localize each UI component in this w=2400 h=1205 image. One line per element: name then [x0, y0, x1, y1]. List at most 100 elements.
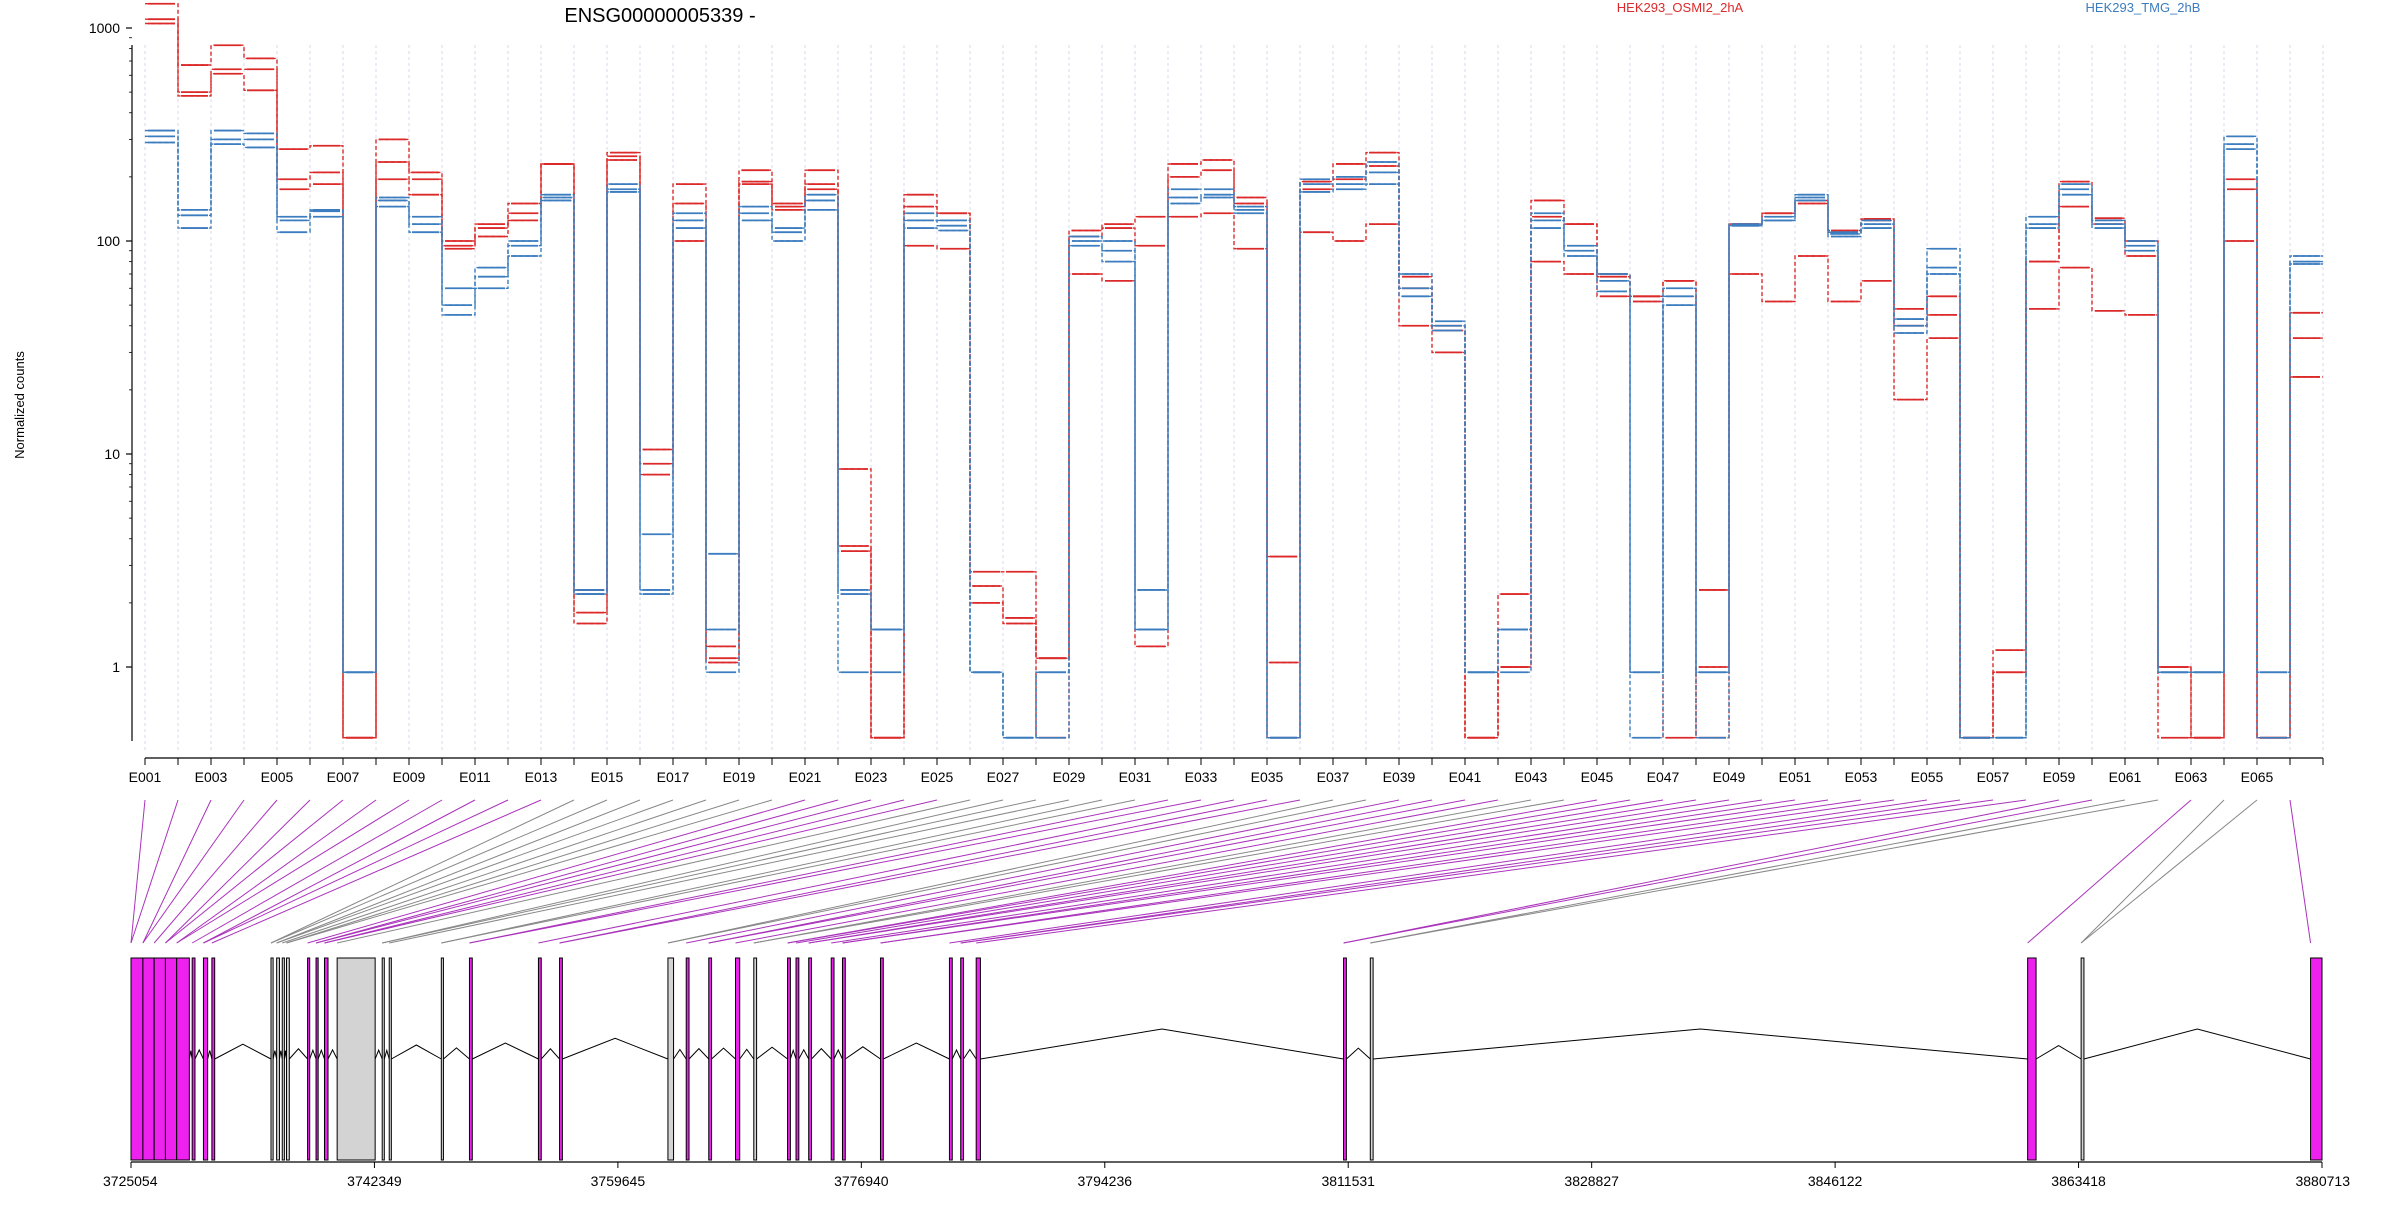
intron-line — [673, 1048, 687, 1060]
genomic-tick-label: 3828827 — [1564, 1173, 1619, 1189]
y-tick-label: 1000 — [89, 20, 120, 36]
exon-connector — [441, 799, 1103, 944]
exon-connector — [270, 799, 575, 944]
intron-line — [214, 1043, 272, 1060]
intron-line — [562, 1037, 669, 1060]
genomic-tick-label: 3811531 — [1321, 1173, 1375, 1189]
exon-block — [153, 957, 166, 1161]
x-tick-label: E005 — [261, 769, 294, 785]
exon-block — [559, 957, 563, 1161]
exon-block — [281, 957, 285, 1161]
x-tick-label: E045 — [1581, 769, 1614, 785]
exon-connector — [211, 799, 542, 944]
exon-connector — [1343, 799, 2060, 944]
exon-connector — [808, 799, 1697, 944]
exon-block — [787, 957, 791, 1161]
genomic-axis: 3725054 3742349 3759645 3776940 3794236 38115… — [103, 1161, 2350, 1189]
exon-connector — [2027, 799, 2192, 944]
exon-connector — [191, 799, 443, 944]
exon-connector — [753, 799, 1565, 944]
exon-block — [2310, 957, 2323, 1161]
intron-line — [272, 1050, 278, 1060]
x-tick-label: E053 — [1845, 769, 1878, 785]
exon-block — [734, 957, 741, 1161]
exon-connector — [667, 799, 1334, 944]
x-tick-label: E049 — [1713, 769, 1746, 785]
exon-connector — [276, 799, 674, 944]
x-tick-label: E057 — [1977, 769, 2010, 785]
exon-connector — [538, 799, 1235, 944]
intron-line — [688, 1047, 710, 1060]
genomic-tick-label: 3759645 — [591, 1173, 646, 1189]
exon-connector — [795, 799, 1664, 944]
x-tick-label: E047 — [1647, 769, 1680, 785]
exon-block — [191, 957, 196, 1161]
y-tick-label: 1 — [112, 659, 120, 675]
exon-connector — [2080, 799, 2258, 944]
exon-block — [130, 957, 144, 1161]
intron-line — [309, 1048, 317, 1060]
x-tick-label: E033 — [1185, 769, 1218, 785]
intron-line — [739, 1048, 755, 1060]
exon-connector — [282, 799, 707, 944]
intron-line — [391, 1044, 442, 1060]
exon-connector — [142, 799, 245, 944]
intron-line — [1373, 1028, 2028, 1060]
exon-connector — [389, 799, 1070, 944]
genomic-tick-label: 3742349 — [347, 1173, 402, 1189]
exon-block — [2080, 957, 2085, 1161]
exon-block — [285, 957, 290, 1161]
intron-line — [374, 1048, 383, 1060]
gene-model — [130, 957, 2323, 1161]
genomic-tick-label: 3846122 — [1808, 1173, 1863, 1189]
x-tick-label: E051 — [1779, 769, 1812, 785]
exon-block — [270, 957, 274, 1161]
exon-connector — [382, 799, 1037, 944]
intron-line — [1346, 1047, 1371, 1060]
exon-connector — [130, 799, 146, 944]
exon-block — [440, 957, 444, 1161]
exon-connector — [286, 799, 773, 944]
intron-line — [2035, 1045, 2082, 1060]
intron-line — [833, 1048, 843, 1060]
exon-block — [164, 957, 178, 1161]
x-tick-label: E003 — [195, 769, 228, 785]
y-tick-label: 100 — [97, 233, 121, 249]
x-tick-label: E059 — [2043, 769, 2076, 785]
exon-connector — [735, 799, 1499, 944]
exon-block — [975, 957, 981, 1161]
x-tick-label: E041 — [1449, 769, 1482, 785]
exon-connector — [165, 799, 344, 944]
exon-connector — [324, 799, 938, 944]
x-tick-label: E031 — [1119, 769, 1152, 785]
intron-line — [207, 1050, 213, 1060]
legend-entry-tmg: HEK293_TMG_2hB — [2086, 0, 2201, 15]
exon-block — [830, 957, 835, 1161]
genomic-tick-label: 3794236 — [1078, 1173, 1133, 1189]
exon-connector — [203, 799, 509, 944]
exon-connector — [1370, 799, 2159, 944]
exon-connector — [753, 799, 1532, 944]
exon-block — [841, 957, 846, 1161]
exon-block — [336, 957, 376, 1161]
exon-connector — [667, 799, 1367, 944]
intron-line — [443, 1047, 470, 1060]
exon-block — [708, 957, 713, 1161]
intron-line — [472, 1042, 539, 1060]
x-tick-label: E021 — [789, 769, 822, 785]
y-axis-label: Normalized counts — [12, 351, 27, 459]
exon-connector — [176, 799, 410, 944]
exon-connector — [270, 799, 608, 944]
x-tick-label: E017 — [657, 769, 690, 785]
x-tick-label: E029 — [1053, 769, 1086, 785]
exon-connector — [324, 799, 905, 944]
exon-connector — [960, 799, 1961, 944]
genomic-tick-label: 3880713 — [2295, 1173, 2350, 1189]
x-tick-label: E037 — [1317, 769, 1350, 785]
intron-line — [963, 1048, 977, 1060]
exon-block — [1369, 957, 1374, 1161]
exon-connector — [315, 799, 839, 944]
exon-block — [948, 957, 953, 1161]
